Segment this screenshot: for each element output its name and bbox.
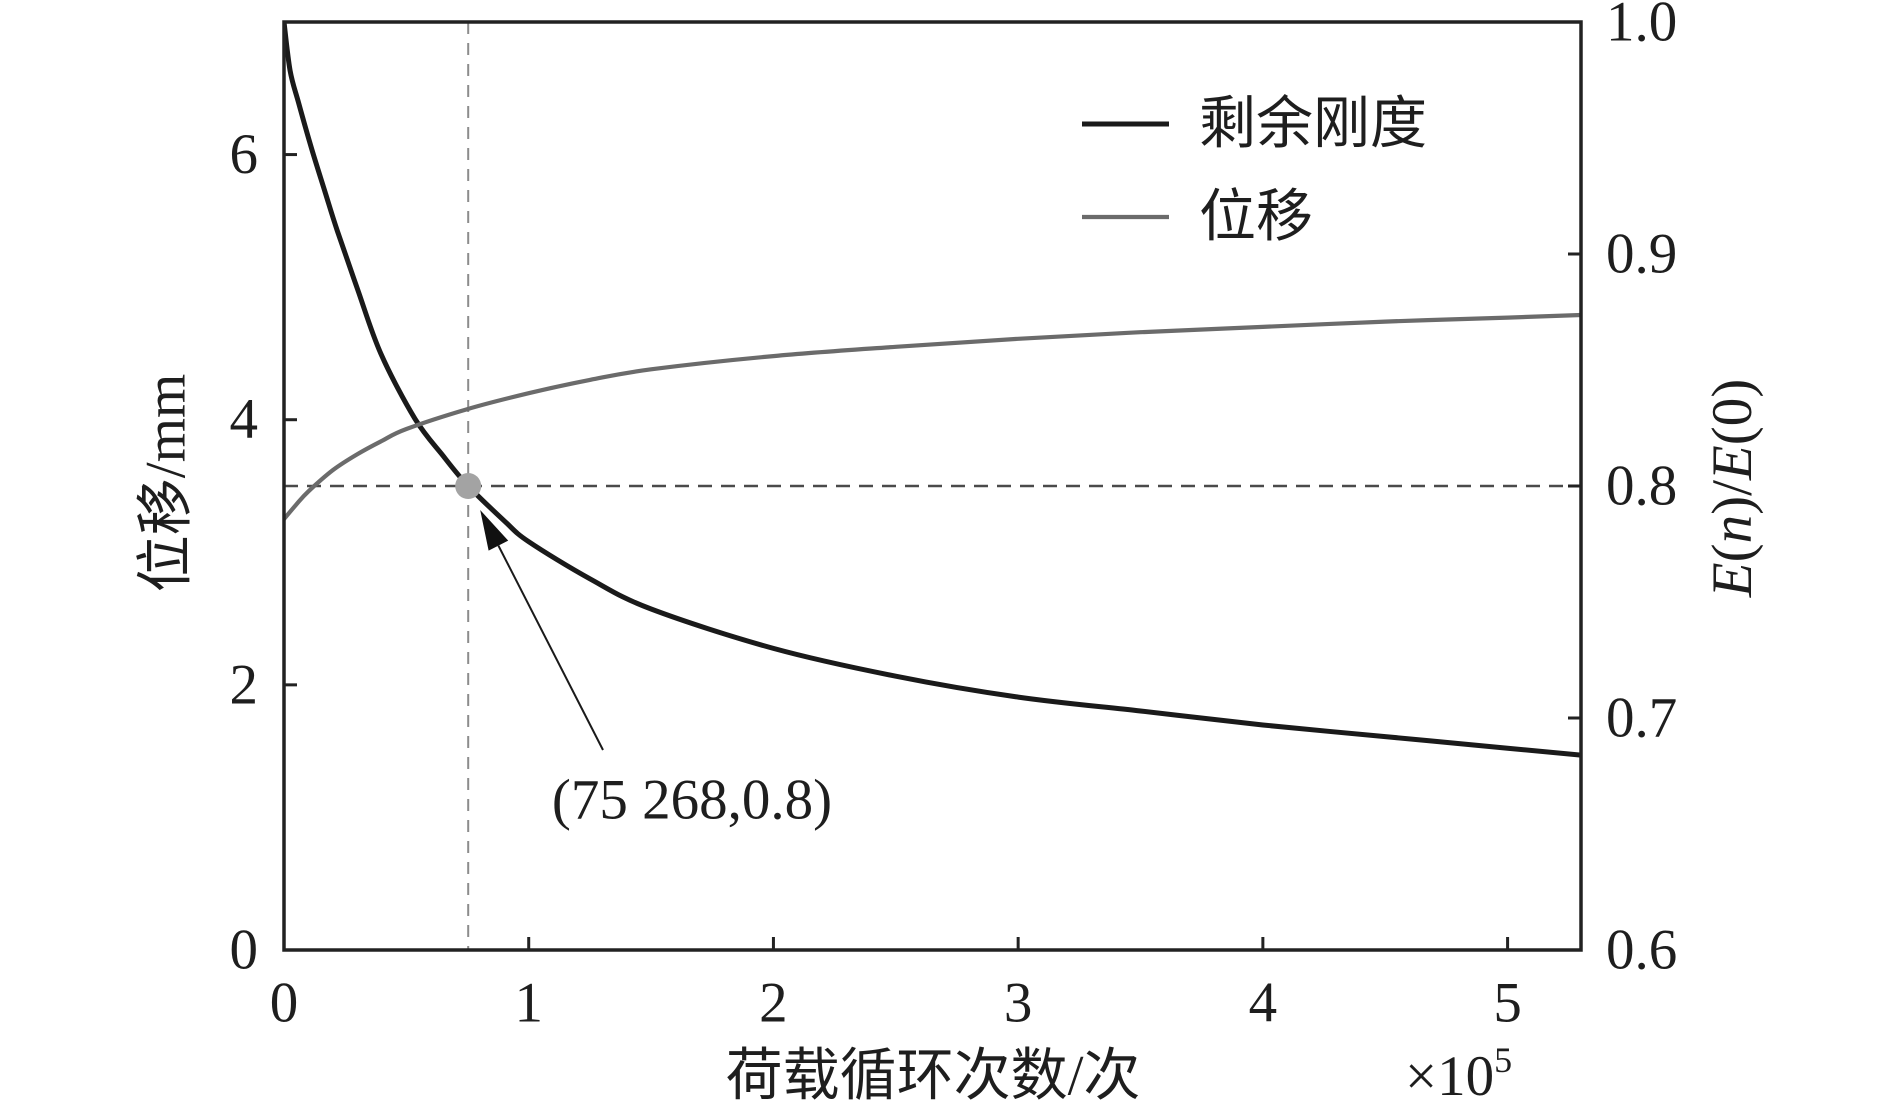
y-left-tick-label: 2 — [230, 653, 259, 716]
annotation: (75 268,0.8) — [455, 473, 832, 832]
axis-tick-labels: 0 1 2 3 4 5 0 2 4 6 0.6 0.7 0.8 0.9 1.0 — [230, 0, 1678, 1035]
x-tick-label: 0 — [270, 972, 299, 1035]
y-left-tick-label: 0 — [230, 919, 259, 982]
x-tick-label: 4 — [1249, 972, 1278, 1035]
axis-ticks — [282, 20, 1581, 952]
annotation-point — [455, 473, 482, 499]
y-right-tick-label: 0.8 — [1606, 455, 1677, 518]
series-layer — [284, 22, 1581, 758]
y-right-tick-label: 0.7 — [1606, 687, 1677, 750]
annotation-arrow-head — [480, 510, 509, 551]
legend: 剩余刚度 位移 — [1082, 93, 1427, 249]
y-right-tick-label: 1.0 — [1606, 0, 1677, 54]
y-left-axis-label: 位移/mm — [135, 374, 198, 593]
annotation-label: (75 268,0.8) — [552, 769, 832, 832]
y-left-tick-label: 4 — [230, 388, 259, 451]
legend-label-displacement: 位移 — [1199, 186, 1313, 249]
x-tick-label: 5 — [1493, 972, 1522, 1035]
x-tick-label: 1 — [514, 972, 543, 1035]
series-line-remaining-stiffness — [284, 22, 1581, 758]
annotation-arrow-line — [497, 545, 604, 751]
legend-label-remaining-stiffness: 剩余刚度 — [1199, 93, 1427, 156]
x-tick-label: 3 — [1004, 972, 1033, 1035]
y-left-tick-label: 6 — [230, 123, 259, 186]
y-right-tick-label: 0.9 — [1606, 223, 1677, 286]
x-axis-multiplier-base: ×10 — [1405, 1045, 1494, 1108]
y-right-tick-label: 0.6 — [1606, 919, 1677, 982]
y-right-axis-label: E(n)/E(0) — [1701, 379, 1764, 598]
x-axis-multiplier: ×105 — [1405, 1040, 1512, 1108]
x-tick-label: 2 — [759, 972, 788, 1035]
series-line-displacement — [284, 312, 1581, 522]
x-axis-multiplier-exponent: 5 — [1494, 1040, 1512, 1080]
x-axis-label: 荷载循环次数/次 — [726, 1045, 1141, 1108]
